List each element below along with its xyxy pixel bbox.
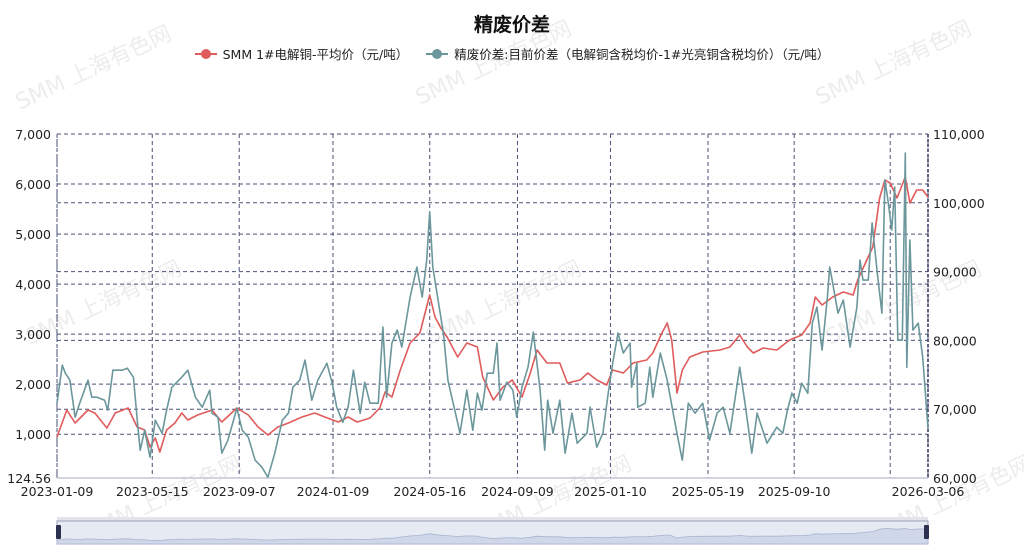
legend-marker-icon bbox=[426, 48, 449, 59]
x-tick-label: 2023-05-15 bbox=[116, 484, 189, 499]
y-left-tick-label: 124.56 bbox=[7, 471, 51, 486]
slider-overview-area bbox=[56, 527, 929, 545]
legend-marker-icon bbox=[194, 48, 217, 59]
x-tick-label: 2025-05-19 bbox=[672, 484, 745, 499]
x-tick-label: 2025-09-10 bbox=[758, 484, 831, 499]
y-left-tick-label: 5,000 bbox=[15, 227, 51, 242]
y-right-tick-label: 100,000 bbox=[933, 196, 985, 211]
y-left-tick-label: 7,000 bbox=[15, 127, 51, 142]
watermark-text: SMM 上海有色网 bbox=[12, 21, 176, 115]
x-tick-label: 2026-03-06 bbox=[892, 484, 965, 499]
x-tick-label: 2024-01-09 bbox=[297, 484, 370, 499]
legend-item-copper-price[interactable]: SMM 1#电解铜-平均价（元/吨） bbox=[194, 44, 409, 63]
y-right-tick-label: 70,000 bbox=[933, 402, 977, 417]
legend-label: 精废价差:目前价差（电解铜含税均价-1#光亮铜含税均价）（元/吨） bbox=[454, 47, 830, 62]
y-left-tick-label: 6,000 bbox=[15, 177, 51, 192]
slider-handle-right[interactable] bbox=[924, 525, 929, 539]
watermark-text: SMM 上海有色网 bbox=[812, 16, 976, 110]
y-right-tick-label: 110,000 bbox=[933, 127, 985, 142]
watermark-text: SMM 上海有色网 bbox=[412, 16, 576, 110]
legend-label: SMM 1#电解铜-平均价（元/吨） bbox=[222, 47, 409, 62]
y-right-tick-label: 90,000 bbox=[933, 265, 977, 280]
y-right-tick-label: 60,000 bbox=[933, 471, 977, 486]
x-tick-label: 2024-09-09 bbox=[481, 484, 554, 499]
series-line-spread bbox=[56, 152, 929, 478]
slider-top-bar[interactable] bbox=[57, 517, 928, 521]
slider-handle-left[interactable] bbox=[56, 525, 61, 539]
chart-title: 精废价差 bbox=[473, 14, 550, 36]
series-line-copper-price bbox=[56, 176, 929, 453]
x-tick-label: 2024-05-16 bbox=[393, 484, 466, 499]
x-tick-label: 2025-01-10 bbox=[574, 484, 647, 499]
y-right-tick-label: 80,000 bbox=[933, 333, 977, 348]
legend-item-spread[interactable]: 精废价差:目前价差（电解铜含税均价-1#光亮铜含税均价）（元/吨） bbox=[426, 44, 829, 63]
x-tick-label: 2023-09-07 bbox=[203, 484, 276, 499]
y-left-tick-label: 2,000 bbox=[15, 377, 51, 392]
x-tick-label: 2023-01-09 bbox=[21, 484, 94, 499]
y-left-tick-label: 4,000 bbox=[15, 277, 51, 292]
legend: SMM 1#电解铜-平均价（元/吨） 精废价差:目前价差（电解铜含税均价-1#光… bbox=[0, 44, 1024, 63]
y-left-tick-label: 1,000 bbox=[15, 427, 51, 442]
y-left-tick-label: 3,000 bbox=[15, 327, 51, 342]
